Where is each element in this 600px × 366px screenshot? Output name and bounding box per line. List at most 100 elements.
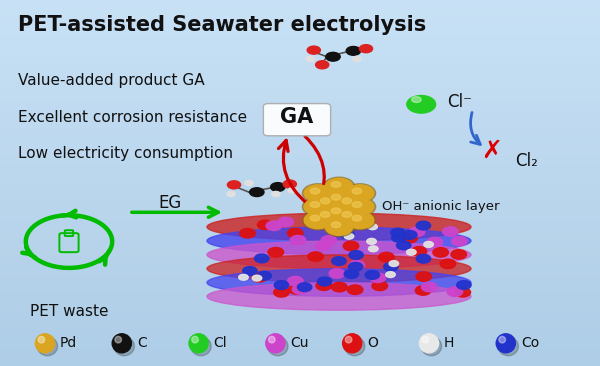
Ellipse shape	[419, 334, 439, 353]
Circle shape	[323, 217, 355, 236]
Ellipse shape	[207, 227, 471, 255]
Circle shape	[268, 247, 284, 257]
Circle shape	[317, 277, 332, 286]
Ellipse shape	[114, 337, 134, 356]
Circle shape	[306, 56, 314, 61]
Circle shape	[304, 212, 332, 229]
Circle shape	[271, 183, 285, 191]
Circle shape	[227, 191, 235, 197]
Bar	[0, 339, 600, 348]
Circle shape	[457, 281, 471, 290]
Circle shape	[383, 262, 398, 271]
Ellipse shape	[344, 337, 365, 356]
Circle shape	[304, 185, 332, 202]
Circle shape	[344, 197, 376, 216]
Circle shape	[346, 212, 374, 229]
Bar	[0, 229, 600, 238]
Bar	[0, 274, 600, 284]
Circle shape	[336, 208, 364, 225]
Circle shape	[379, 252, 394, 262]
Circle shape	[352, 215, 362, 221]
Bar	[0, 192, 600, 201]
Circle shape	[310, 202, 320, 208]
Circle shape	[340, 229, 354, 238]
Ellipse shape	[422, 336, 429, 343]
Ellipse shape	[346, 336, 352, 343]
Text: C: C	[137, 336, 146, 350]
Circle shape	[416, 272, 431, 281]
Circle shape	[346, 185, 374, 202]
Ellipse shape	[189, 334, 208, 353]
Text: Cl₂: Cl₂	[515, 152, 538, 170]
Text: Co: Co	[521, 336, 539, 350]
Circle shape	[353, 56, 361, 61]
Circle shape	[316, 281, 332, 291]
Circle shape	[292, 284, 308, 294]
Bar	[0, 183, 600, 192]
Circle shape	[310, 215, 320, 221]
Text: PET waste: PET waste	[30, 304, 108, 319]
Bar	[0, 256, 600, 265]
Bar	[0, 110, 600, 119]
Bar	[0, 128, 600, 137]
FancyBboxPatch shape	[263, 104, 331, 136]
Ellipse shape	[207, 269, 471, 296]
Circle shape	[334, 207, 365, 226]
Circle shape	[242, 266, 257, 275]
Circle shape	[336, 195, 364, 212]
Circle shape	[391, 228, 405, 237]
Circle shape	[239, 274, 248, 280]
Circle shape	[257, 271, 271, 280]
Circle shape	[314, 195, 342, 212]
Circle shape	[386, 272, 395, 277]
Circle shape	[346, 198, 374, 215]
Circle shape	[272, 191, 280, 197]
Circle shape	[287, 276, 303, 286]
Circle shape	[349, 251, 364, 259]
Bar	[0, 247, 600, 256]
Circle shape	[416, 254, 431, 263]
Circle shape	[367, 238, 376, 244]
Circle shape	[443, 227, 458, 236]
Bar	[0, 146, 600, 156]
Circle shape	[316, 61, 329, 69]
Bar	[0, 201, 600, 210]
Bar	[0, 220, 600, 229]
Circle shape	[352, 202, 362, 208]
Bar	[0, 156, 600, 165]
Text: Cl⁻: Cl⁻	[447, 93, 472, 112]
Circle shape	[323, 177, 355, 196]
Circle shape	[424, 242, 433, 247]
Circle shape	[227, 181, 241, 189]
Circle shape	[287, 228, 303, 238]
Circle shape	[347, 285, 363, 295]
Text: Pd: Pd	[60, 336, 77, 350]
Circle shape	[329, 269, 344, 278]
Circle shape	[344, 270, 359, 279]
Bar	[0, 9, 600, 18]
Circle shape	[310, 188, 320, 194]
Text: OH⁻ anionic layer: OH⁻ anionic layer	[382, 200, 500, 213]
Circle shape	[427, 237, 443, 247]
Circle shape	[332, 257, 346, 265]
Circle shape	[331, 182, 341, 187]
Circle shape	[415, 286, 431, 295]
Circle shape	[274, 288, 289, 297]
Circle shape	[298, 283, 312, 292]
Bar	[0, 101, 600, 110]
Ellipse shape	[496, 334, 515, 353]
Circle shape	[331, 208, 341, 214]
Text: Value-added product GA: Value-added product GA	[18, 73, 205, 88]
Circle shape	[403, 231, 417, 239]
Circle shape	[344, 184, 376, 203]
Ellipse shape	[207, 213, 471, 241]
Ellipse shape	[207, 241, 471, 269]
Circle shape	[313, 207, 344, 226]
Text: PET-assisted Seawater electrolysis: PET-assisted Seawater electrolysis	[18, 15, 426, 35]
Ellipse shape	[37, 337, 58, 356]
Circle shape	[342, 198, 352, 204]
Circle shape	[372, 281, 388, 291]
Circle shape	[307, 46, 320, 54]
Circle shape	[452, 236, 467, 246]
Circle shape	[352, 188, 362, 194]
